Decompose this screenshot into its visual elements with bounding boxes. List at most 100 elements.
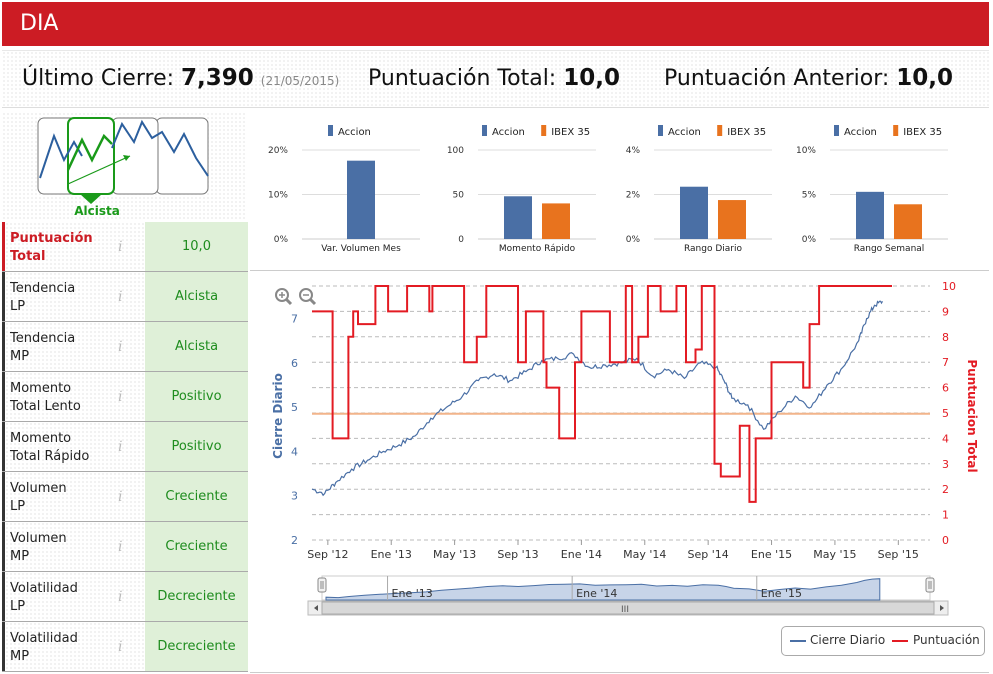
left-tick-label: 3 xyxy=(291,490,298,503)
previous-score-value: 10,0 xyxy=(896,65,954,91)
indicator-value: Alcista xyxy=(145,272,248,321)
table-row: Tendencia MP i Alcista xyxy=(2,322,248,372)
indicator-name-line2: MP xyxy=(10,349,30,364)
indicator-value: Creciente xyxy=(145,472,248,521)
tick-label: 10% xyxy=(268,191,288,201)
tick-label: 0 xyxy=(458,235,464,245)
indicator-name-line2: MP xyxy=(10,649,30,664)
bar-accion[interactable] xyxy=(347,160,375,239)
last-close-date: (21/05/2015) xyxy=(260,74,340,88)
tick-label: 50 xyxy=(453,191,465,201)
page-title: DIA xyxy=(20,11,59,36)
right-tick-label: 7 xyxy=(942,356,949,369)
trend-icon xyxy=(37,117,209,204)
category-label: Momento Rápido xyxy=(499,244,576,254)
last-close: Último Cierre: 7,390 (21/05/2015) xyxy=(22,65,339,91)
tick-label: 0% xyxy=(274,235,289,245)
info-icon[interactable]: i xyxy=(118,389,123,405)
scrollbar-thumb[interactable] xyxy=(321,601,935,615)
navigator-handle[interactable] xyxy=(925,577,935,593)
info-icon[interactable]: i xyxy=(118,239,123,255)
bar-accion[interactable] xyxy=(680,186,708,239)
last-close-value: 7,390 xyxy=(181,65,254,91)
table-row: Volatilidad LP i Decreciente xyxy=(2,572,248,622)
indicator-name-line1: Volatilidad xyxy=(10,581,78,596)
info-icon[interactable]: i xyxy=(118,489,123,505)
table-row: Volumen LP i Creciente xyxy=(2,472,248,522)
category-label: Rango Diario xyxy=(684,244,743,254)
tick-label: 0% xyxy=(626,235,641,245)
series-cierre-diario[interactable] xyxy=(311,300,884,497)
bar-accion[interactable] xyxy=(856,191,884,239)
last-close-label: Último Cierre: xyxy=(22,66,175,91)
total-score: Puntuación Total: 10,0 xyxy=(368,65,620,91)
indicator-value: 10,0 xyxy=(145,222,248,271)
indicator-name-line1: Tendencia xyxy=(10,331,76,346)
bar-ibex-35[interactable] xyxy=(718,200,746,239)
left-tick-label: 2 xyxy=(291,534,298,547)
info-icon[interactable]: i xyxy=(118,639,123,655)
legend-swatch xyxy=(482,125,487,136)
indicator-value: Alcista xyxy=(145,322,248,371)
legend-icons xyxy=(790,640,908,642)
bar-accion[interactable] xyxy=(504,196,532,239)
bar-chart-rango-semanal: Accion IBEX 35 10% 5% 0% Rango Semanal xyxy=(796,125,948,254)
table-row: Volumen MP i Creciente xyxy=(2,522,248,572)
right-tick-label: 0 xyxy=(942,534,949,547)
table-row: Volatilidad MP i Decreciente xyxy=(2,622,248,672)
info-icon[interactable]: i xyxy=(118,539,123,555)
indicator-value: Decreciente xyxy=(145,572,248,621)
legend-swatch xyxy=(893,125,899,136)
bar-chart-rango-diario: Accion IBEX 35 4% 2% 0% Rango Diario xyxy=(626,125,772,254)
legend-label: IBEX 35 xyxy=(551,127,590,138)
indicator-name-line2: Total Lento xyxy=(10,399,81,414)
indicator-name-line1: Momento xyxy=(10,431,72,446)
tick-label: 4% xyxy=(626,146,641,156)
legend-label: IBEX 35 xyxy=(903,127,942,138)
indicator-name-line2: LP xyxy=(10,299,26,314)
info-icon[interactable]: i xyxy=(118,439,123,455)
zoom-out-icon[interactable] xyxy=(299,288,317,306)
indicator-value: Creciente xyxy=(145,522,248,571)
scroll-right-icon[interactable] xyxy=(940,605,944,611)
bar-chart-volumen: Accion 20% 10% 0% Var. Volumen Mes xyxy=(268,125,420,254)
right-tick-label: 1 xyxy=(942,509,949,522)
zoom-in-icon[interactable] xyxy=(275,288,293,306)
legend-label-puntuacion: Puntuación xyxy=(913,633,980,647)
trend-label: Alcista xyxy=(74,204,120,218)
category-label: Rango Semanal xyxy=(854,244,925,254)
bar-ibex-35[interactable] xyxy=(542,203,570,239)
scrollbar-grip[interactable]: III xyxy=(621,605,629,615)
left-tick-label: 6 xyxy=(291,357,298,370)
right-tick-label: 6 xyxy=(942,382,949,395)
left-tick-label: 7 xyxy=(291,313,298,326)
indicator-value: Decreciente xyxy=(145,622,248,671)
right-tick-label: 5 xyxy=(942,407,949,420)
legend-label-cierre: Cierre Diario xyxy=(810,633,886,647)
indicator-name-line1: Volatilidad xyxy=(10,631,78,646)
info-icon[interactable]: i xyxy=(118,289,123,305)
scroll-left-icon[interactable] xyxy=(314,605,318,611)
table-row: Tendencia LP i Alcista xyxy=(2,272,248,322)
info-icon[interactable]: i xyxy=(118,589,123,605)
tick-label: 20% xyxy=(268,146,288,156)
table-row: Momento Total Rápido i Positivo xyxy=(2,422,248,472)
main-chart-legend[interactable]: Cierre Diario Puntuación xyxy=(781,626,985,656)
left-axis-title: Cierre Diario xyxy=(271,373,285,459)
right-axis-title: Puntuacion Total xyxy=(965,359,979,472)
bar-ibex-35[interactable] xyxy=(894,204,922,239)
x-tick-label: Ene '15 xyxy=(751,548,792,561)
navigator-tick-label: Ene '13 xyxy=(392,587,433,600)
tick-label: 2% xyxy=(626,191,641,201)
right-tick-label: 10 xyxy=(942,280,956,293)
series-puntuacion[interactable] xyxy=(312,285,892,503)
indicator-name: Volumen MP xyxy=(2,522,144,571)
x-tick-label: Ene '13 xyxy=(371,548,412,561)
navigator-tick-label: Ene '15 xyxy=(761,587,802,600)
info-icon[interactable]: i xyxy=(118,339,123,355)
indicator-name-line2: LP xyxy=(10,499,26,514)
tick-label: 0% xyxy=(802,235,817,245)
navigator-handle[interactable] xyxy=(317,577,327,593)
indicator-name-line2: Total xyxy=(10,249,46,264)
x-tick-label: Sep '13 xyxy=(497,548,538,561)
